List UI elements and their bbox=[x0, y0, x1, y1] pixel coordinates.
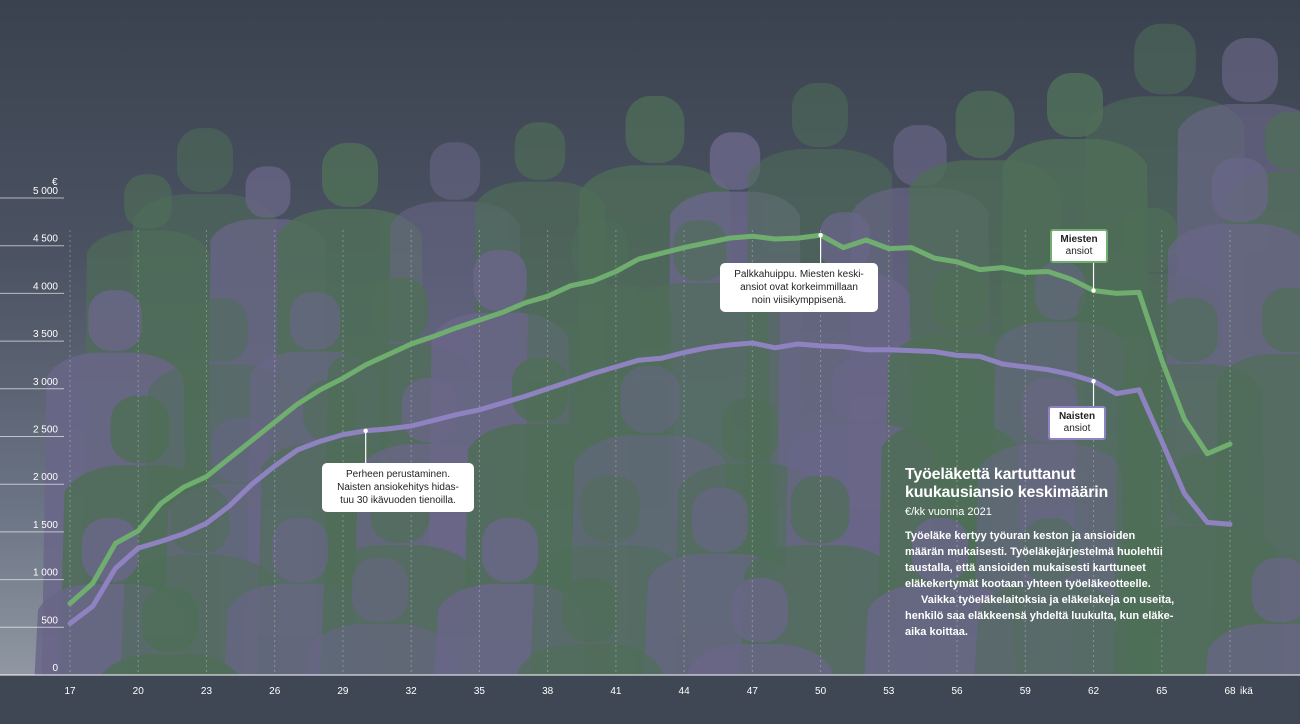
legend-pointer-dot bbox=[1091, 378, 1096, 384]
y-tick-label: 3 000 bbox=[33, 377, 58, 388]
x-tick-label: 53 bbox=[883, 686, 895, 697]
info-title: Työeläkettä kartuttanut kuukausiansio ke… bbox=[905, 466, 1205, 502]
info-title-line: Työeläkettä kartuttanut bbox=[905, 466, 1076, 483]
women-earnings-line bbox=[67, 340, 1233, 626]
legend-men-rest: ansiot bbox=[1065, 246, 1093, 257]
x-tick-label: 65 bbox=[1156, 686, 1168, 697]
x-tick-label: 35 bbox=[474, 686, 486, 697]
x-tick-label: 26 bbox=[269, 686, 281, 697]
legend-men-bold: Miesten bbox=[1060, 234, 1098, 245]
annotation-line: Palkkahuippu. Miesten keski- bbox=[734, 269, 864, 280]
annotation-line: ansiot ovat korkeimmillaan bbox=[740, 282, 858, 293]
info-body-line: määrän mukaisesti. Työeläkejärjestelmä h… bbox=[905, 546, 1163, 558]
info-body-line: aika koittaa. bbox=[905, 626, 968, 638]
x-tick-label: 62 bbox=[1088, 686, 1100, 697]
annotation-salary-peak-callout: Palkkahuippu. Miesten keski- ansiot ovat… bbox=[720, 263, 878, 312]
legend-women-bold: Naisten bbox=[1058, 411, 1096, 422]
annotation-family-callout: Perheen perustaminen. Naisten ansiokehit… bbox=[322, 463, 474, 512]
crowd-silhouettes-background bbox=[32, 23, 1300, 724]
x-tick-label: 59 bbox=[1020, 686, 1032, 697]
x-axis: 17 20 23 26 29 32 35 38 41 44 47 50 53 56 59 62 65 68 ikä bbox=[0, 674, 1300, 724]
series-lines bbox=[67, 232, 1233, 626]
annotation-pointers bbox=[363, 233, 1096, 463]
annotation-pointer-dot bbox=[818, 233, 823, 238]
y-axis-unit-label: € bbox=[52, 177, 58, 188]
x-tick-label: 23 bbox=[201, 686, 213, 697]
y-tick-label: 2 500 bbox=[33, 425, 58, 436]
y-axis: €0 500 1 000 1 500 2 000 2 500 3 000 3 500 4 000… bbox=[0, 177, 64, 674]
info-title-line: kuukausiansio keskimäärin bbox=[905, 484, 1109, 501]
annotation-line: noin viisikymppisenä. bbox=[751, 295, 847, 306]
y-tick-label: 500 bbox=[41, 615, 58, 626]
annotation-pointer-dot bbox=[363, 428, 368, 433]
annotation-line: Naisten ansiokehitys hidas- bbox=[337, 482, 459, 493]
x-tick-label: 17 bbox=[64, 686, 76, 697]
x-tick-label: 41 bbox=[610, 686, 622, 697]
y-tick-label: 5 000 bbox=[33, 186, 58, 197]
info-body: Työeläke kertyy työuran keston ja ansioi… bbox=[905, 528, 1205, 640]
y-tick-label: 0 bbox=[52, 663, 58, 674]
x-tick-label: 38 bbox=[542, 686, 554, 697]
x-tick-label: 29 bbox=[337, 686, 349, 697]
legend-women-rest: ansiot bbox=[1063, 423, 1091, 434]
y-tick-label: 3 500 bbox=[33, 329, 58, 340]
x-tick-label: 44 bbox=[679, 686, 691, 697]
x-tick-label: 68 bbox=[1224, 686, 1236, 697]
x-tick-label: 47 bbox=[747, 686, 759, 697]
y-tick-label: 4 500 bbox=[33, 234, 58, 245]
x-axis-band bbox=[0, 675, 1300, 724]
info-body-line: taustalla, että ansioiden mukaisesti kar… bbox=[905, 562, 1146, 574]
y-tick-label: 2 000 bbox=[33, 472, 58, 483]
x-tick-label: 20 bbox=[133, 686, 145, 697]
info-panel: Työeläkettä kartuttanut kuukausiansio ke… bbox=[905, 466, 1205, 640]
y-tick-label: 4 000 bbox=[33, 281, 58, 292]
x-tick-label: 56 bbox=[951, 686, 963, 697]
y-tick-label: 1 500 bbox=[33, 520, 58, 531]
info-body-line: Työeläke kertyy työuran keston ja ansioi… bbox=[905, 530, 1136, 542]
x-tick-label: 50 bbox=[815, 686, 827, 697]
info-body-line: henkilö saa eläkkeensä yhdeltä luukulta,… bbox=[905, 610, 1174, 622]
info-body-line: eläkekertymät kootaan yhteen työeläkeott… bbox=[905, 578, 1151, 590]
legend-women: Naisten ansiot bbox=[1048, 406, 1106, 440]
x-axis-unit-label: ikä bbox=[1240, 686, 1253, 697]
annotation-line: tuu 30 ikävuoden tienoilla. bbox=[340, 495, 456, 506]
legend-men: Miesten ansiot bbox=[1050, 229, 1108, 263]
annotation-line: Perheen perustaminen. bbox=[346, 469, 450, 480]
x-tick-label: 32 bbox=[406, 686, 418, 697]
legend-pointer-dot bbox=[1091, 288, 1096, 293]
info-body-line: Vaikka työeläkelaitoksia ja eläkelakeja … bbox=[921, 594, 1175, 606]
info-subtitle: €/kk vuonna 2021 bbox=[905, 506, 992, 518]
y-tick-label: 1 000 bbox=[33, 568, 58, 579]
men-earnings-line bbox=[67, 232, 1233, 606]
